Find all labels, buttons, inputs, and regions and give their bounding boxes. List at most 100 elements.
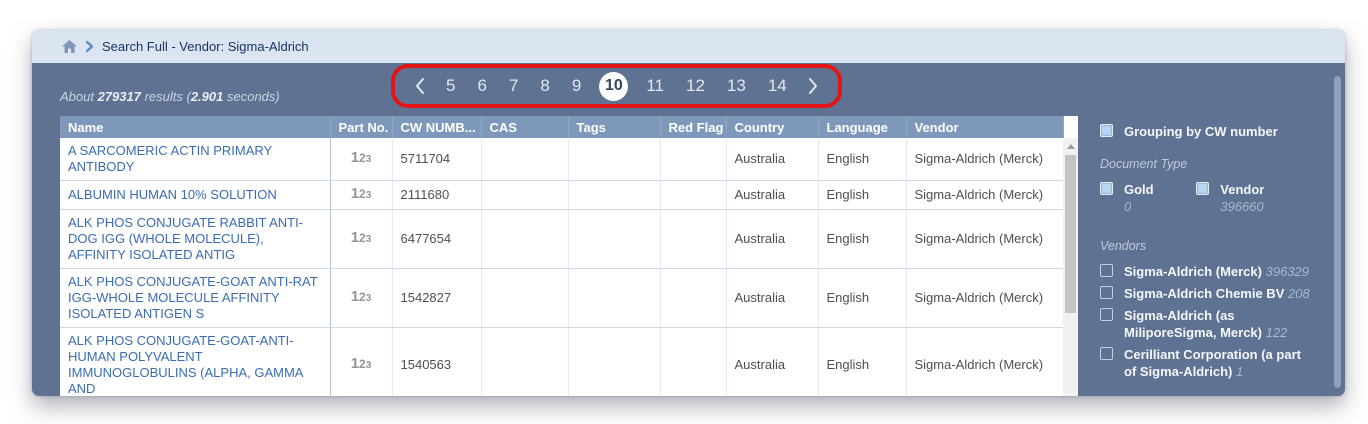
language-cell: English (818, 327, 907, 396)
cas-cell (481, 138, 569, 181)
table-row: ALK PHOS CONJUGATE RABBIT ANTI-DOG IGG (… (60, 209, 1064, 269)
vendor-cell: Sigma-Aldrich (Merck) (906, 138, 1064, 181)
next-page-button[interactable] (807, 77, 819, 95)
tags-cell (568, 327, 661, 396)
sidebar-scrollbar-thumb[interactable] (1334, 76, 1341, 388)
vendor-filter-label: Sigma-Aldrich (Merck) 396329 (1124, 264, 1309, 279)
page-button-13[interactable]: 13 (726, 76, 746, 95)
scroll-up-icon[interactable] (1066, 144, 1075, 149)
tags-cell (568, 180, 661, 210)
page-button-6[interactable]: 6 (477, 76, 487, 95)
doc-type-label: Vendor 396660 (1220, 182, 1265, 214)
language-cell: English (818, 138, 907, 181)
country-cell: Australia (726, 209, 819, 269)
document-name-link[interactable]: ALK PHOS CONJUGATE-GOAT ANTI-RAT IGG-WHO… (60, 268, 331, 328)
language-cell: English (818, 209, 907, 269)
document-name-link[interactable]: A SARCOMERIC ACTIN PRIMARY ANTIBODY (60, 138, 331, 181)
checkbox-checked-icon[interactable] (1196, 182, 1210, 195)
table-row: ALBUMIN HUMAN 10% SOLUTION 123 2111680 A… (60, 180, 1064, 210)
table-scrollbar[interactable] (1063, 138, 1078, 396)
page-button-10-active[interactable]: 10 (599, 71, 629, 101)
page-button-8[interactable]: 8 (540, 76, 550, 95)
red-flag-cell (660, 268, 727, 328)
red-flag-cell (660, 138, 727, 181)
part-numbers-icon[interactable]: 123 (330, 138, 393, 181)
table-row: ALK PHOS CONJUGATE-GOAT ANTI-RAT IGG-WHO… (60, 268, 1064, 328)
vendor-filter-checkbox-row[interactable]: Cerilliant Corporation (a part of Sigma-… (1100, 346, 1311, 380)
country-cell: Australia (726, 138, 819, 181)
page-button-7[interactable]: 7 (508, 76, 519, 95)
app-window: Search Full - Vendor: Sigma-Aldrich Abou… (32, 30, 1345, 396)
cw-number-cell: 1540563 (392, 327, 482, 396)
home-icon[interactable] (62, 40, 77, 53)
table-row: ALK PHOS CONJUGATE-GOAT-ANTI-HUMAN POLYV… (60, 327, 1064, 396)
facet-count: 396660 (1220, 199, 1264, 214)
table-row: A SARCOMERIC ACTIN PRIMARY ANTIBODY 123 … (60, 138, 1064, 181)
page-button-5[interactable]: 5 (446, 76, 456, 95)
vendor-cell: Sigma-Aldrich (Merck) (906, 209, 1064, 269)
col-header-red-flag[interactable]: Red Flag (660, 116, 727, 138)
results-table: Name Part No. CW NUMB... CAS Tags Red Fl… (60, 116, 1064, 396)
facet-count: 396329 (1265, 264, 1309, 279)
cas-cell (481, 268, 569, 328)
part-numbers-icon[interactable]: 123 (330, 180, 393, 210)
vendor-filter-checkbox-row[interactable]: Sigma-Aldrich (Merck) 396329 (1100, 263, 1311, 280)
checkbox-checked-icon[interactable] (1100, 124, 1113, 137)
doc-type-label: Gold 0 (1124, 182, 1154, 214)
grouping-by-cw-checkbox-row[interactable]: Grouping by CW number (1100, 123, 1311, 140)
col-header-country[interactable]: Country (726, 116, 819, 138)
red-flag-cell (660, 180, 727, 210)
vendor-cell: Sigma-Aldrich (Merck) (906, 268, 1064, 328)
results-table-card: Name Part No. CW NUMB... CAS Tags Red Fl… (60, 116, 1078, 396)
document-name-link[interactable]: ALK PHOS CONJUGATE RABBIT ANTI-DOG IGG (… (60, 209, 331, 269)
cas-cell (481, 180, 569, 210)
language-cell: English (818, 268, 907, 328)
tags-cell (568, 268, 661, 328)
document-type-header: Document Type (1100, 157, 1188, 171)
results-panel: About 279317 results (2.901 seconds) 5 6… (32, 63, 1345, 396)
checkbox-unchecked-icon[interactable] (1100, 308, 1113, 321)
col-header-part-no[interactable]: Part No. (330, 116, 393, 138)
facet-count: 208 (1288, 286, 1310, 301)
part-numbers-icon[interactable]: 123 (330, 209, 393, 269)
col-header-language[interactable]: Language (818, 116, 907, 138)
col-header-tags[interactable]: Tags (568, 116, 661, 138)
col-header-cas[interactable]: CAS (481, 116, 569, 138)
doc-type-gold-checkbox-row[interactable]: Gold 0 (1100, 181, 1164, 215)
breadcrumb-chevron-icon (86, 41, 93, 52)
page-button-14[interactable]: 14 (767, 76, 787, 95)
page-button-9[interactable]: 9 (571, 76, 582, 95)
checkbox-unchecked-icon[interactable] (1100, 347, 1113, 360)
col-header-name[interactable]: Name (60, 116, 331, 138)
facet-count: 0 (1124, 199, 1132, 214)
tags-cell (568, 138, 661, 181)
vendor-filter-label: Sigma-Aldrich (as MiliporeSigma, Merck) … (1124, 308, 1288, 340)
checkbox-checked-icon[interactable] (1100, 182, 1113, 195)
document-name-link[interactable]: ALBUMIN HUMAN 10% SOLUTION (60, 180, 331, 210)
country-cell: Australia (726, 180, 819, 210)
red-flag-cell (660, 327, 727, 396)
vendor-filter-checkbox-row[interactable]: Sigma-Aldrich (as MiliporeSigma, Merck) … (1100, 307, 1311, 341)
page-title: Search Full - Vendor: Sigma-Aldrich (102, 39, 309, 54)
page-button-12[interactable]: 12 (686, 76, 705, 95)
doc-type-vendor-checkbox-row[interactable]: Vendor 396660 (1196, 181, 1311, 215)
checkbox-unchecked-icon[interactable] (1100, 264, 1113, 277)
vendors-list: Sigma-Aldrich (Merck) 396329 Sigma-Aldri… (1100, 263, 1311, 380)
results-summary: About 279317 results (2.901 seconds) (60, 89, 280, 104)
part-numbers-icon[interactable]: 123 (330, 268, 393, 328)
document-name-link[interactable]: ALK PHOS CONJUGATE-GOAT-ANTI-HUMAN POLYV… (60, 327, 331, 396)
country-cell: Australia (726, 268, 819, 328)
page-button-11[interactable]: 11 (646, 76, 664, 95)
prev-page-button[interactable] (414, 77, 426, 95)
vendor-filter-label: Cerilliant Corporation (a part of Sigma-… (1124, 347, 1301, 379)
vendor-filter-checkbox-row[interactable]: Sigma-Aldrich Chemie BV 208 (1100, 285, 1311, 302)
checkbox-unchecked-icon[interactable] (1100, 286, 1113, 299)
facet-count: 122 (1265, 325, 1288, 340)
part-numbers-icon[interactable]: 123 (330, 327, 393, 396)
facet-sidebar: Grouping by CW number Document Type Gold… (1078, 63, 1345, 396)
col-header-vendor[interactable]: Vendor (906, 116, 1064, 138)
table-scrollbar-thumb[interactable] (1065, 155, 1076, 313)
document-type-options: Gold 0 Vendor 396660 (1100, 181, 1311, 215)
col-header-cw-number[interactable]: CW NUMB... (392, 116, 482, 138)
